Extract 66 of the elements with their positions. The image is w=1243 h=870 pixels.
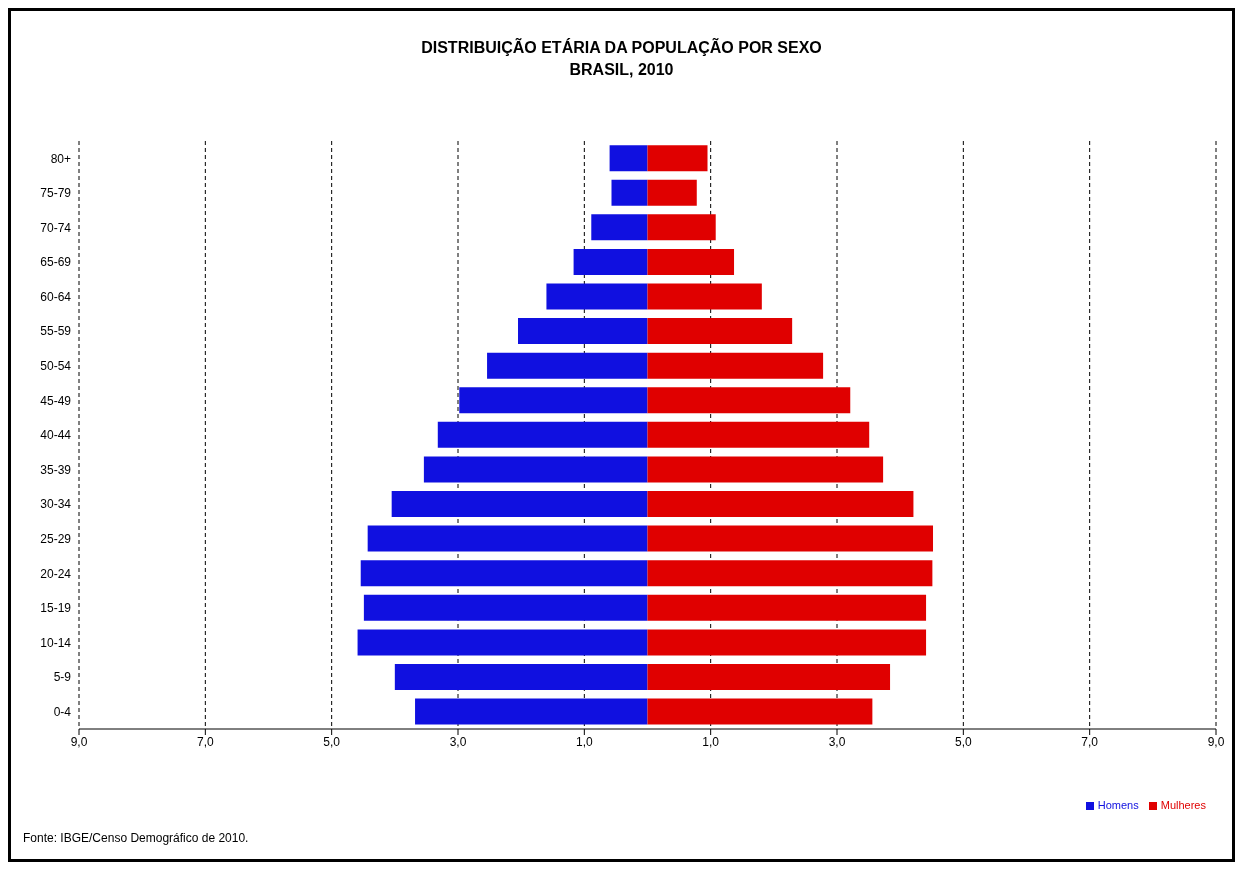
bar (423, 456, 648, 483)
y-tick-label: 80+ (50, 151, 71, 166)
chart-subtitle: BRASIL, 2010 (568, 60, 675, 80)
y-tick-label: 70-74 (40, 220, 72, 235)
legend-label: Homens (1097, 799, 1139, 811)
x-tick-label: 1,0 (702, 734, 720, 749)
bar (363, 594, 648, 621)
y-tick-label: 45-49 (40, 393, 72, 408)
bar (647, 456, 884, 483)
x-tick-label: 9,0 (70, 734, 88, 749)
bar (546, 283, 648, 310)
x-tick-label: 5,0 (323, 734, 341, 749)
y-tick-label: 40-44 (40, 428, 72, 443)
bar (647, 629, 927, 656)
bar (647, 698, 873, 725)
bar (573, 248, 648, 275)
y-tick-label: 75-79 (40, 186, 72, 201)
bar (647, 352, 824, 379)
legend-label: Mulheres (1160, 799, 1206, 811)
bar (360, 560, 648, 587)
y-tick-label: 30-34 (40, 497, 72, 512)
bar (647, 179, 697, 206)
bar (367, 525, 648, 552)
x-tick-label: 7,0 (1081, 734, 1099, 749)
bar (487, 352, 648, 379)
bar (647, 525, 934, 552)
bar (394, 663, 648, 690)
bar (437, 421, 648, 448)
bar (647, 283, 762, 310)
bar (591, 214, 648, 241)
y-tick-label: 50-54 (40, 359, 72, 374)
y-tick-label: 60-64 (40, 289, 72, 304)
bar (357, 629, 648, 656)
source-note: Fonte: IBGE/Censo Demográfico de 2010. (23, 831, 249, 845)
bar (459, 387, 648, 414)
bar (609, 145, 648, 172)
bar (611, 179, 648, 206)
bar (647, 560, 933, 587)
x-tick-label: 1,0 (575, 734, 593, 749)
bar (647, 421, 870, 448)
x-tick-label: 3,0 (449, 734, 467, 749)
bar (647, 214, 716, 241)
bar (391, 491, 648, 518)
y-tick-label: 20-24 (40, 566, 72, 581)
y-tick-label: 0-4 (53, 704, 72, 719)
y-tick-label: 25-29 (40, 532, 72, 547)
bar (647, 594, 927, 621)
bar (647, 663, 891, 690)
x-tick-label: 7,0 (196, 734, 214, 749)
y-tick-label: 55-59 (40, 324, 72, 339)
y-tick-label: 65-69 (40, 255, 72, 270)
bar (647, 145, 708, 172)
bar (647, 387, 851, 414)
x-tick-label: 3,0 (828, 734, 846, 749)
y-tick-label: 35-39 (40, 462, 72, 477)
y-tick-label: 10-14 (40, 635, 72, 650)
y-tick-label: 5-9 (53, 670, 72, 685)
x-tick-label: 5,0 (954, 734, 972, 749)
chart-title: DISTRIBUIÇÃO ETÁRIA DA POPULAÇÃO POR SEXO (420, 37, 823, 58)
bar (647, 318, 793, 345)
bar (647, 248, 735, 275)
x-tick-label: 9,0 (1207, 734, 1225, 749)
bar (647, 491, 914, 518)
bar (415, 698, 648, 725)
bar (518, 318, 648, 345)
y-tick-label: 15-19 (40, 601, 72, 616)
